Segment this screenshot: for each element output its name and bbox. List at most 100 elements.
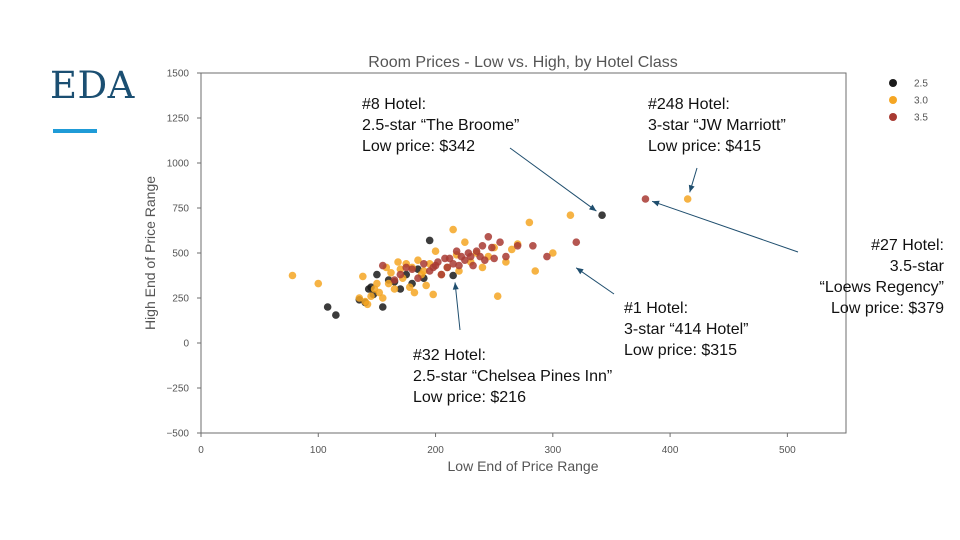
point-class-3.0 [431, 247, 440, 255]
point-class-3.5 [641, 195, 650, 203]
point-class-3.0 [390, 285, 399, 293]
point-class-3.5 [420, 260, 428, 268]
point-class-3.5 [502, 252, 510, 261]
legend: 2.5 3.0 3.5 [889, 79, 928, 124]
point-class-3.0 [531, 267, 540, 275]
point-class-3.0 [387, 269, 395, 277]
annotation-line: #32 Hotel: [413, 347, 486, 364]
point-class-3.0 [502, 258, 510, 266]
point-class-3.0 [314, 279, 323, 288]
x-tick-label: 100 [310, 445, 327, 456]
point-class-3.0 [410, 288, 419, 297]
annotation-arrowhead [576, 267, 584, 275]
annotation-line: Low price: $379 [831, 300, 944, 317]
point-class-3.5 [396, 270, 405, 279]
y-tick-label: 0 [183, 339, 189, 350]
x-tick-label: 500 [779, 445, 796, 456]
point-class-3.0 [384, 279, 393, 288]
point-class-3.0 [493, 292, 502, 301]
y-axis-ticks: 1500 1250 1000 750 500 250 0 −250 −500 [166, 69, 201, 440]
point-class-3.0 [373, 279, 381, 288]
x-tick-label: 400 [662, 445, 679, 456]
annotation-hotel-32: #32 Hotel: 2.5-star “Chelsea Pines Inn” … [413, 345, 612, 408]
point-class-3.0 [549, 249, 557, 257]
point-class-3.0 [422, 281, 430, 290]
y-tick-label: 250 [172, 294, 189, 305]
point-class-3.0 [461, 238, 469, 246]
annotation-line: #8 Hotel: [362, 96, 427, 113]
point-class-3.0 [449, 225, 457, 234]
point-class-3.5 [461, 256, 469, 265]
annotation-arrowhead [688, 184, 695, 193]
point-class-3.0 [478, 263, 487, 272]
y-tick-label: 1250 [167, 114, 190, 125]
annotation-arrows [452, 147, 799, 331]
y-tick-label: −250 [166, 384, 189, 395]
annotation-line: #248 Hotel: [648, 96, 730, 113]
point-class-3.0 [566, 211, 575, 219]
annotation-line: 3-star “JW Marriott” [648, 117, 786, 134]
point-class-3.5 [455, 261, 463, 270]
point-class-3.5 [513, 242, 522, 250]
x-axis-label: Low End of Price Range [448, 458, 599, 474]
point-class-3.5 [466, 252, 475, 261]
point-class-3.5 [378, 261, 387, 270]
annotation-arrowhead [652, 200, 660, 207]
annotation-line: 3.5-star [889, 258, 944, 275]
y-tick-label: 1000 [167, 159, 190, 170]
point-class-3.0 [394, 258, 402, 266]
point-class-3.0 [507, 245, 516, 254]
point-class-3.0 [429, 290, 438, 299]
point-class-2.5 [323, 303, 332, 311]
point-class-3.5 [408, 265, 416, 274]
point-class-3.5 [529, 242, 537, 250]
point-class-2.5 [332, 311, 340, 319]
annotation-hotel-8: #8 Hotel: 2.5-star “The Broome” Low pric… [362, 94, 519, 157]
annotation-line: Low price: $216 [413, 389, 526, 406]
point-class-3.0 [396, 265, 405, 274]
point-class-2.5 [598, 211, 606, 219]
data-points [288, 195, 692, 319]
title-accent-rule [53, 129, 97, 133]
legend-marker-2.5 [889, 79, 897, 87]
point-class-3.5 [469, 261, 477, 270]
y-tick-label: 750 [172, 204, 189, 215]
y-tick-label: 500 [172, 249, 189, 260]
point-class-3.0 [414, 256, 422, 265]
legend-label: 3.0 [914, 96, 928, 107]
point-class-2.5 [414, 265, 422, 274]
point-class-3.5 [496, 238, 504, 246]
annotation-arrowhead [588, 204, 597, 212]
point-class-3.5 [402, 263, 411, 272]
point-class-2.5 [373, 270, 381, 279]
annotation-arrow [651, 200, 799, 253]
legend-marker-3.0 [889, 96, 897, 104]
point-class-3.5 [414, 274, 422, 283]
chart-title: Room Prices - Low vs. High, by Hotel Cla… [368, 54, 677, 71]
point-class-3.5 [488, 243, 496, 252]
annotation-line: Low price: $315 [624, 342, 737, 359]
point-class-3.0 [375, 288, 384, 297]
point-class-3.0 [359, 272, 367, 281]
point-class-3.5 [437, 270, 446, 279]
y-axis-label: High End of Price Range [142, 176, 158, 330]
point-class-3.5 [390, 276, 399, 284]
legend-label: 3.5 [914, 113, 928, 124]
point-class-3.0 [355, 294, 364, 302]
annotation-line: 3-star “414 Hotel” [624, 321, 749, 338]
y-tick-label: −500 [166, 429, 189, 440]
annotation-arrow [575, 267, 615, 295]
slide-title: EDA [50, 64, 135, 107]
annotation-hotel-1: #1 Hotel: 3-star “414 Hotel” Low price: … [624, 298, 749, 361]
point-class-3.5 [449, 260, 457, 268]
point-class-3.0 [455, 267, 463, 275]
legend-marker-3.5 [889, 113, 897, 121]
point-class-3.5 [472, 247, 481, 255]
point-class-2.5 [378, 303, 387, 311]
point-class-3.5 [452, 247, 461, 255]
point-class-3.5 [434, 258, 442, 266]
x-tick-label: 300 [544, 445, 561, 456]
annotation-line: #1 Hotel: [624, 300, 689, 317]
point-class-3.5 [543, 252, 551, 261]
